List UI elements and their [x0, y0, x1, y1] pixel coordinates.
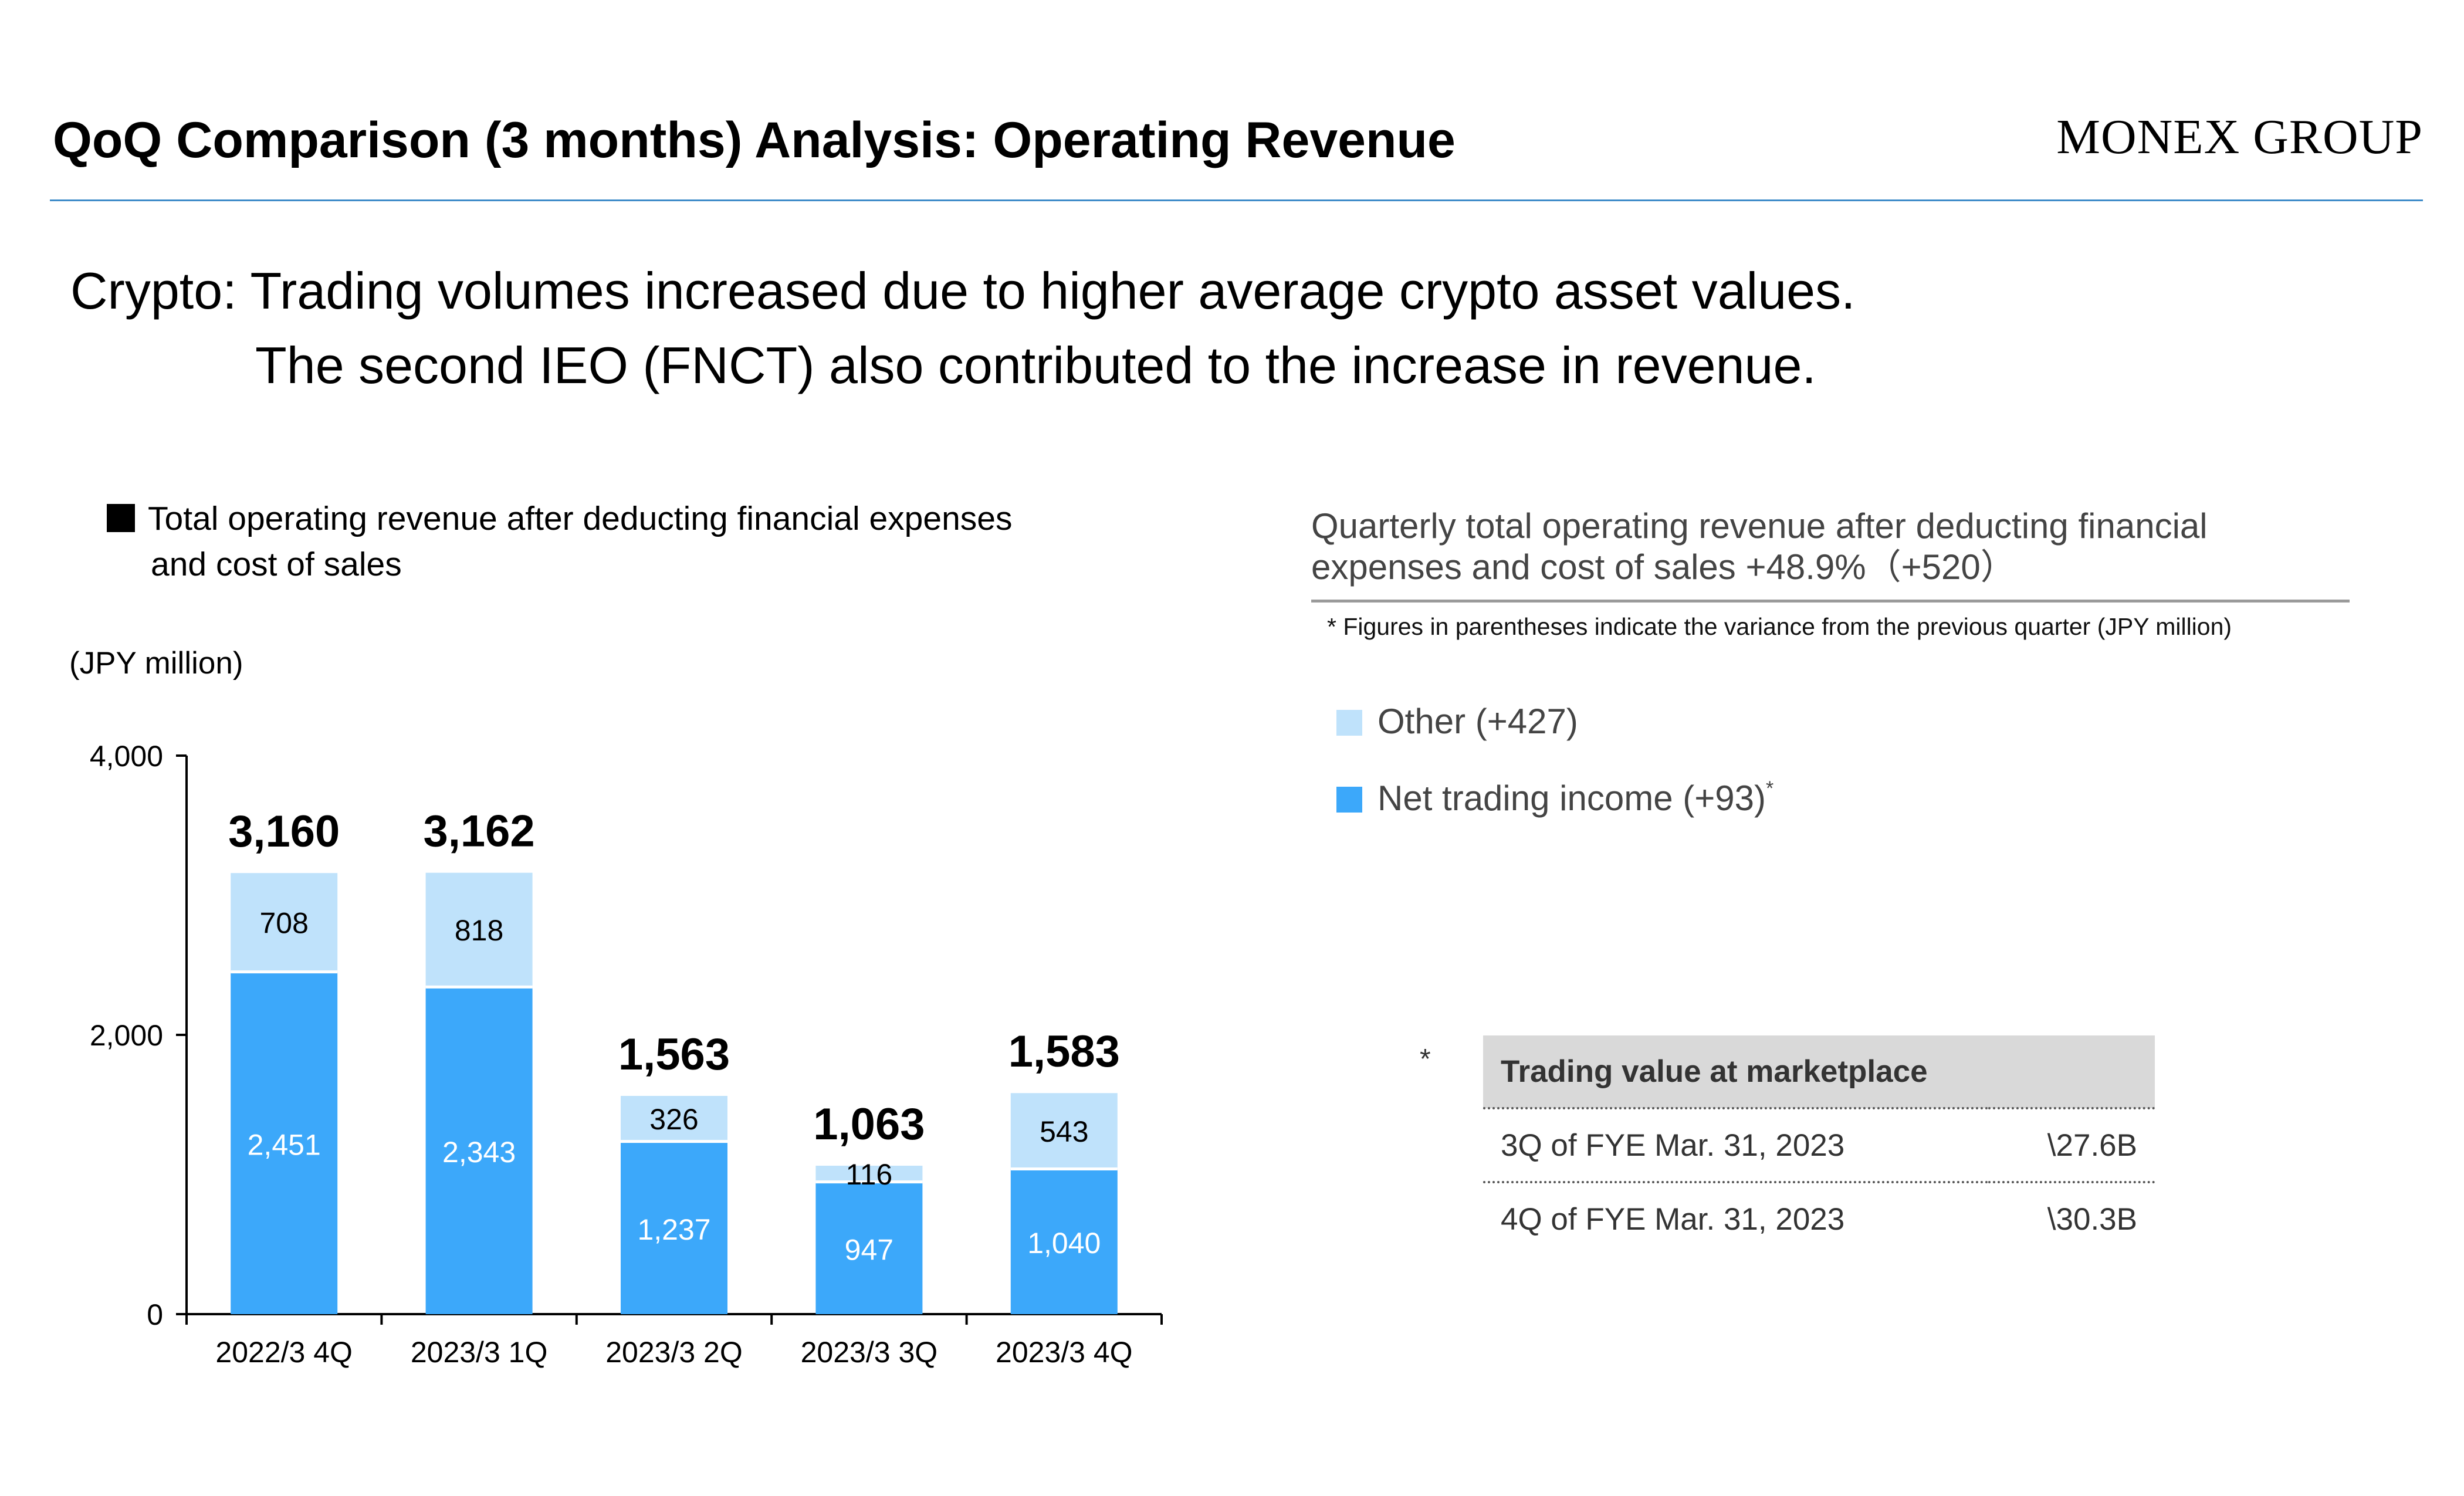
data-label-net-trading-income: 1,237 — [637, 1213, 710, 1246]
table-header: Trading value at marketplace — [1483, 1035, 2155, 1109]
data-label-other: 326 — [649, 1103, 698, 1136]
bar-segment-other — [815, 1166, 923, 1182]
right-panel-divider — [1311, 600, 2350, 603]
right-panel-title-line-1: Quarterly total operating revenue after … — [1311, 506, 2208, 546]
legend-net-label: Net trading income (+93) — [1377, 779, 1766, 818]
x-tick-label: 2023/3 1Q — [411, 1336, 548, 1369]
chart-legend-label: Total operating revenue after deducting … — [107, 496, 1012, 587]
data-label-other: 818 — [455, 914, 503, 947]
black-square-icon — [107, 504, 135, 532]
legend-item-other: Other (+427) — [1336, 701, 1578, 742]
data-label-net-trading-income: 2,343 — [442, 1136, 516, 1169]
chart-legend-line-1: Total operating revenue after deducting … — [148, 500, 1013, 537]
bar-segment-other — [1010, 1093, 1118, 1169]
table-row: 3Q of FYE Mar. 31, 2023 \27.6B — [1483, 1108, 2155, 1183]
table-row-value: \30.3B — [2047, 1201, 2137, 1237]
legend-net-footnote-mark: * — [1766, 777, 1774, 800]
data-label-net-trading-income: 2,451 — [248, 1128, 321, 1161]
x-tick-label: 2023/3 4Q — [996, 1336, 1133, 1369]
bar-segment-other — [621, 1096, 727, 1142]
chart-legend-line-2: and cost of sales — [151, 546, 402, 583]
bar-segment-net-trading-income — [425, 987, 533, 1314]
table-row: 4Q of FYE Mar. 31, 2023 \30.3B — [1483, 1182, 2155, 1255]
data-label-total: 3,162 — [424, 807, 535, 857]
stacked-bar-chart: 0 2,000 4,000 2,451 708 3,160 2022/3 4Q 2,343 81… — [90, 740, 1163, 1369]
data-label-total: 1,563 — [618, 1030, 730, 1079]
other-swatch-icon — [1336, 710, 1362, 736]
y-tick-label: 0 — [147, 1298, 163, 1331]
data-label-other: 708 — [259, 906, 308, 939]
x-tick-label: 2023/3 2Q — [605, 1336, 743, 1369]
data-label-other: 116 — [846, 1158, 893, 1191]
data-label-other: 543 — [1040, 1115, 1088, 1148]
bar-segment-net-trading-income — [231, 972, 338, 1314]
brand-logo: MONEX GROUP — [2056, 110, 2423, 164]
bar-segment-net-trading-income — [621, 1141, 727, 1314]
x-tick-label: 2022/3 4Q — [215, 1336, 353, 1369]
bar-segment-other — [231, 873, 338, 972]
page-title: QoQ Comparison (3 months) Analysis: Oper… — [53, 112, 1456, 168]
data-label-net-trading-income: 947 — [845, 1233, 893, 1266]
bar-segment-net-trading-income — [1010, 1169, 1118, 1314]
x-tick-label: 2023/3 3Q — [801, 1336, 938, 1369]
table-footnote-mark: * — [1420, 1044, 1431, 1075]
data-label-total: 1,063 — [813, 1099, 925, 1149]
key-message-line-1: Crypto: Trading volumes increased due to… — [70, 262, 1856, 320]
data-label-net-trading-income: 1,040 — [1027, 1227, 1101, 1260]
table-row-label: 4Q of FYE Mar. 31, 2023 — [1501, 1201, 1845, 1237]
trading-value-table: Trading value at marketplace 3Q of FYE M… — [1483, 1035, 2155, 1255]
y-tick-label: 4,000 — [90, 740, 163, 773]
legend-item-net-trading-income: Net trading income (+93)* — [1336, 777, 1773, 818]
data-label-total: 1,583 — [1008, 1027, 1120, 1077]
bar-segment-other — [425, 872, 533, 987]
key-message-line-2: The second IEO (FNCT) also contributed t… — [255, 336, 1816, 394]
right-panel-title-line-2: expenses and cost of sales +48.9%（+520） — [1311, 547, 2016, 587]
right-panel-title: Quarterly total operating revenue after … — [1311, 506, 2208, 588]
table-row-label: 3Q of FYE Mar. 31, 2023 — [1483, 1108, 1988, 1183]
footnote: * Figures in parentheses indicate the va… — [1327, 613, 2232, 640]
net-trading-income-swatch-icon — [1336, 787, 1362, 813]
unit-label: (JPY million) — [69, 646, 243, 681]
header-divider — [50, 199, 2423, 201]
table-row-value: \27.6B — [1988, 1108, 2155, 1183]
legend-other-label: Other (+427) — [1377, 702, 1578, 741]
y-tick-label: 2,000 — [90, 1019, 163, 1052]
bar-segment-net-trading-income — [815, 1182, 923, 1314]
data-label-total: 3,160 — [228, 807, 340, 857]
